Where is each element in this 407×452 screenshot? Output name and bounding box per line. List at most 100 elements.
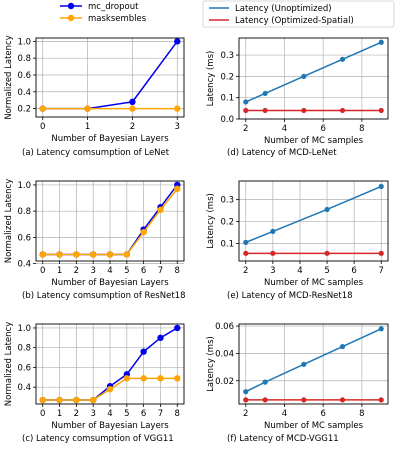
data-point (123, 251, 131, 258)
data-point (324, 250, 330, 256)
legend-label: Latency (Optimized-Spatial) (235, 16, 354, 26)
x-tick-label: 2 (74, 409, 79, 419)
x-tick-label: 0 (40, 122, 45, 132)
data-point (140, 228, 147, 236)
x-tick-label: 2 (243, 409, 248, 419)
y-tick-label: 0.6 (17, 71, 31, 81)
x-tick-label: 6 (320, 409, 325, 419)
data-point (73, 251, 80, 258)
y-axis-label: Normalized Latency (4, 35, 14, 120)
legend-marker (67, 2, 75, 10)
data-point (378, 39, 384, 45)
data-point (174, 105, 181, 112)
data-point (301, 107, 307, 114)
x-tick-label: 1 (85, 122, 90, 132)
data-point (262, 90, 268, 97)
series-line (245, 185, 382, 244)
data-point (89, 251, 97, 258)
data-point (301, 397, 307, 403)
y-tick-label: 0.8 (17, 54, 31, 64)
data-point (339, 56, 346, 62)
data-point (339, 397, 346, 403)
y-tick-label: 0.3 (220, 51, 234, 61)
data-point (106, 385, 114, 393)
x-tick-label: 0 (40, 266, 45, 276)
data-point (56, 251, 63, 258)
data-point (378, 183, 384, 190)
data-point (301, 73, 307, 79)
legend-label: mc_dropout (88, 2, 139, 12)
x-axis-label: Number of MC samples (264, 278, 364, 288)
data-point (123, 375, 131, 382)
data-point (157, 334, 164, 342)
y-tick-label: 0.2 (17, 105, 31, 115)
legend-label: Latency (Unoptimized) (235, 4, 332, 14)
panel-caption: (c) Latency comsumption of VGG11 (22, 434, 174, 444)
data-point (174, 38, 181, 45)
x-tick-label: 8 (175, 266, 180, 276)
x-axis-label: Number of MC samples (264, 421, 364, 431)
x-tick-label: 4 (107, 266, 112, 276)
data-point (339, 343, 346, 350)
plot-frame (238, 323, 389, 405)
x-tick-label: 5 (124, 266, 129, 276)
x-tick-label: 6 (141, 266, 146, 276)
x-tick-label: 2 (243, 124, 248, 134)
panel-caption: (b) Latency comsumption of ResNet18 (22, 291, 185, 301)
data-point (73, 396, 80, 404)
data-point (39, 251, 46, 258)
legend-label: masksembles (88, 14, 147, 24)
x-axis-label: Number of Bayesian Layers (51, 278, 169, 288)
data-point (174, 375, 181, 382)
data-point (339, 107, 346, 114)
x-tick-label: 1 (57, 266, 62, 276)
y-axis-label: Latency (ms) (206, 51, 216, 107)
y-tick-label: 0.02 (215, 377, 234, 387)
x-tick-label: 0 (40, 409, 45, 419)
data-point (89, 396, 97, 404)
data-point (378, 107, 384, 114)
y-tick-label: 0.04 (215, 349, 234, 359)
data-point (262, 397, 268, 403)
plot-frame (238, 37, 389, 120)
x-tick-label: 8 (359, 124, 364, 134)
data-point (243, 250, 249, 256)
legend-box (202, 0, 395, 28)
data-point (262, 379, 268, 385)
panel-caption: (d) Latency of MCD-LeNet (227, 148, 337, 158)
data-point (129, 98, 136, 106)
data-point (243, 397, 249, 403)
y-tick-label: 0.06 (215, 322, 234, 332)
data-point (106, 251, 114, 258)
x-tick-label: 7 (158, 266, 163, 276)
data-point (270, 228, 276, 235)
y-tick-label: 0.6 (17, 363, 31, 373)
plot-frame (238, 180, 389, 262)
x-tick-label: 3 (175, 122, 180, 132)
y-tick-label: 0.1 (220, 239, 234, 249)
y-tick-label: 0.0 (220, 115, 234, 125)
data-point (157, 375, 164, 382)
data-point (39, 396, 46, 404)
x-tick-label: 6 (320, 124, 325, 134)
x-tick-label: 2 (243, 266, 248, 276)
data-point (129, 105, 136, 112)
x-tick-label: 2 (130, 122, 135, 132)
y-tick-label: 0.3 (220, 196, 234, 206)
x-axis-label: Number of MC samples (264, 136, 364, 146)
data-point (378, 326, 384, 332)
y-axis-label: Latency (ms) (206, 193, 216, 249)
data-point (243, 239, 249, 245)
data-point (157, 206, 164, 214)
panel-caption: (a) Latency comsumption of LeNet (22, 148, 170, 158)
x-tick-label: 3 (270, 266, 275, 276)
x-tick-label: 3 (90, 266, 95, 276)
y-tick-label: 0.8 (17, 207, 31, 217)
x-axis-label: Number of Bayesian Layers (51, 134, 169, 144)
y-tick-label: 0.2 (220, 218, 234, 228)
y-tick-label: 0.6 (17, 233, 31, 243)
data-point (174, 185, 181, 193)
y-tick-label: 0.4 (17, 383, 31, 393)
x-tick-label: 6 (141, 409, 146, 419)
x-tick-label: 4 (107, 409, 112, 419)
